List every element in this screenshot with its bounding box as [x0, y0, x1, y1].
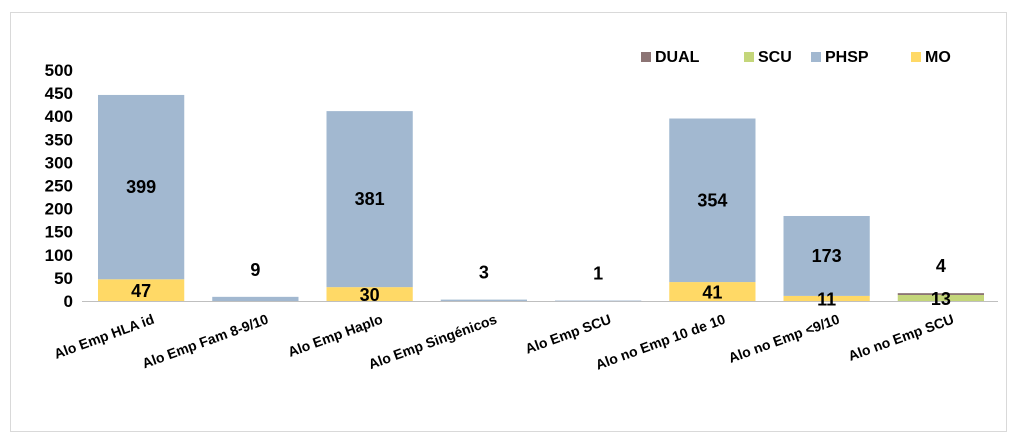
y-tick-label: 500 [45, 61, 73, 80]
data-label: 173 [812, 246, 842, 266]
legend-swatch-mo [911, 52, 921, 62]
legend-swatch-phsp [811, 52, 821, 62]
y-tick-label: 250 [45, 177, 73, 196]
legend-label-phsp: PHSP [825, 49, 869, 66]
y-tick-label: 0 [64, 292, 73, 311]
data-label: 399 [126, 177, 156, 197]
bar-mo [326, 287, 413, 301]
data-label: 3 [479, 263, 489, 283]
bar-dual [897, 293, 985, 295]
bar-phsp [783, 215, 870, 296]
legend-label-mo: MO [925, 49, 951, 66]
bar-phsp [97, 94, 185, 280]
x-tick-label: Alo no Emp SCU [846, 311, 956, 364]
axes: 0 50 100 150 200 250 300 350 400 450 500 [45, 61, 998, 311]
x-tick-label: Alo no Emp 10 de 10 [593, 311, 727, 373]
bar-scu [897, 294, 985, 301]
legend-swatch-scu [744, 52, 754, 62]
y-tick-label: 300 [45, 153, 73, 172]
x-tick-label: Alo Emp HLA id [52, 311, 156, 362]
y-tick-label: 50 [54, 269, 73, 288]
x-tick-label: Alo Emp Singénicos [366, 311, 499, 372]
y-tick-label: 100 [45, 246, 73, 265]
y-tick-label: 350 [45, 130, 73, 149]
bar-mo [669, 282, 756, 301]
y-tick-label: 450 [45, 84, 73, 103]
bar-mo [783, 295, 870, 301]
data-label: 30 [360, 285, 380, 305]
x-tick-label: Alo Emp Fam 8-9/10 [140, 311, 271, 372]
x-tick-label: Alo Emp SCU [523, 311, 613, 357]
y-tick-label: 200 [45, 200, 73, 219]
data-label: 1 [593, 264, 603, 284]
data-label: 11 [817, 289, 836, 309]
data-label: 354 [697, 190, 727, 210]
chart-svg: 0 50 100 150 200 250 300 350 400 450 500 47 399 9 30 3… [45, 49, 998, 373]
bar-phsp [669, 118, 756, 283]
data-label: 41 [702, 283, 722, 303]
bar-phsp [554, 300, 642, 302]
bar-mo [97, 279, 185, 301]
legend-label-scu: SCU [758, 49, 792, 66]
bar-phsp [326, 111, 413, 288]
chart-frame: 0 50 100 150 200 250 300 350 400 450 500 47 399 9 30 3… [10, 12, 1007, 432]
legend-swatch-dual [641, 52, 651, 62]
legend-label-dual: DUAL [655, 49, 700, 66]
data-labels: 47 399 9 30 381 3 1 41 354 11 173 13 4 [126, 177, 951, 309]
data-label: 4 [936, 256, 946, 276]
data-label: 9 [250, 260, 260, 280]
x-tick-label: Alo Emp Haplo [286, 311, 385, 360]
x-tick-label: Alo no Emp <9/10 [726, 311, 842, 366]
bars [97, 94, 985, 302]
bar-phsp [212, 296, 299, 301]
legend[interactable]: DUAL SCU PHSP MO [641, 49, 951, 66]
bar-phsp [440, 299, 528, 301]
y-tick-label: 400 [45, 107, 73, 126]
data-label: 13 [931, 289, 951, 309]
data-label: 381 [355, 189, 385, 209]
y-tick-label: 150 [45, 223, 73, 242]
data-label: 47 [131, 281, 151, 301]
